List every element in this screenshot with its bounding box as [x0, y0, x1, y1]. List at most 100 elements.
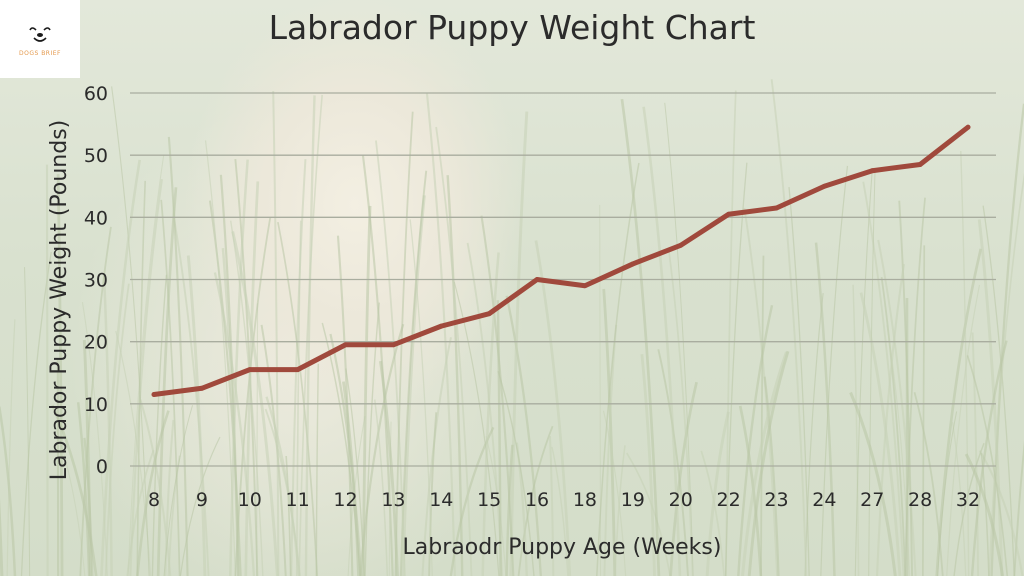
- grass-blade: [534, 240, 572, 576]
- x-axis-label: Labraodr Puppy Age (Weeks): [403, 535, 722, 560]
- grass-blade: [104, 283, 130, 576]
- logo-text: DOGS BRIEF: [18, 50, 61, 57]
- grass-blade: [379, 360, 399, 576]
- grass-blade: [724, 162, 748, 576]
- grass-blade: [336, 235, 354, 576]
- grass-blade: [24, 267, 31, 576]
- grass-blade: [705, 411, 730, 576]
- grass-blade: [136, 180, 146, 576]
- x-tick-label: 9: [196, 489, 208, 511]
- grass-blade: [156, 187, 178, 576]
- grass-blade: [725, 90, 737, 576]
- grass-blade: [868, 170, 876, 576]
- grass-blade: [277, 221, 319, 576]
- grass-blade: [548, 435, 555, 576]
- grass-blade: [485, 436, 507, 576]
- chart-title: Labrador Puppy Weight Chart: [269, 8, 756, 47]
- grass-blade: [388, 421, 392, 576]
- x-tick-label: 8: [148, 489, 160, 511]
- grass-blade: [79, 226, 112, 576]
- brand-logo[interactable]: DOGS BRIEF: [0, 0, 80, 78]
- grass-blade: [978, 450, 1024, 576]
- grass-blade: [213, 272, 256, 576]
- grass-blade: [361, 205, 372, 576]
- grass-blade: [260, 324, 287, 576]
- grass-blade: [898, 200, 914, 576]
- grass-blade: [129, 179, 163, 576]
- grass-blade: [551, 446, 569, 576]
- grass-blade: [315, 363, 319, 576]
- grass-blade: [234, 159, 259, 576]
- grass-blade: [295, 220, 302, 576]
- grass-blade: [364, 302, 380, 576]
- weight-series-line: [151, 124, 971, 398]
- x-tick-label: 10: [238, 489, 262, 511]
- x-axis-ticks: 8 9 10 11 12 13 14 15 16 18 19 20 22 23 24 27 28 32: [148, 489, 980, 511]
- grass-blade: [428, 412, 438, 576]
- grass-blade: [453, 281, 500, 576]
- x-tick-label: 22: [716, 489, 740, 511]
- x-tick-label: 11: [286, 489, 310, 511]
- x-tick-label: 15: [477, 489, 501, 511]
- y-tick-label: 50: [84, 145, 108, 167]
- data-point: [199, 385, 205, 391]
- grass-blade: [596, 162, 640, 576]
- grass-blade: [497, 370, 535, 576]
- data-point: [726, 211, 731, 217]
- grass-blade: [743, 207, 779, 576]
- data-point: [821, 183, 827, 189]
- data-point: [774, 205, 779, 211]
- grass-blade: [951, 421, 967, 576]
- data-point: [965, 124, 971, 130]
- grass-blade: [913, 392, 944, 576]
- grass-blade: [804, 292, 824, 576]
- grass-blade: [102, 274, 113, 576]
- grass-blade: [496, 300, 502, 576]
- grass-blade: [747, 350, 790, 576]
- grass-blade: [880, 277, 907, 576]
- grass-blade: [642, 106, 682, 576]
- grass-blade: [1013, 440, 1024, 576]
- data-point: [630, 261, 636, 267]
- x-tick-label: 32: [956, 489, 980, 511]
- grass-blade: [626, 452, 671, 576]
- y-axis-ticks: 0 10 20 30 40 50 60: [84, 83, 108, 478]
- y-tick-label: 40: [84, 207, 108, 229]
- data-point: [486, 311, 492, 317]
- x-tick-label: 13: [381, 489, 405, 511]
- grass-blade: [664, 102, 694, 576]
- grass-blade: [852, 284, 860, 576]
- y-tick-label: 0: [96, 456, 108, 478]
- data-point: [343, 342, 348, 348]
- grass-blade: [820, 165, 849, 576]
- grass-blade: [229, 220, 264, 576]
- data-point: [391, 342, 396, 348]
- grass-blade: [56, 174, 64, 576]
- grass-blade: [614, 445, 626, 576]
- grass-blade: [81, 302, 108, 576]
- grass-blade: [953, 442, 985, 576]
- grass-blade: [394, 111, 414, 576]
- grass-blade: [740, 351, 788, 576]
- data-point: [917, 162, 923, 167]
- grass-blade: [435, 126, 473, 576]
- grass-blade: [669, 381, 698, 576]
- grass-blade: [966, 355, 1009, 576]
- x-tick-label: 14: [429, 489, 453, 511]
- data-point: [247, 367, 253, 373]
- grass-blade: [409, 219, 433, 576]
- grass-blade: [160, 199, 181, 576]
- grass-blade: [977, 219, 1004, 576]
- grass-blade: [862, 181, 905, 576]
- grass-blade: [111, 86, 150, 576]
- grass-blade: [935, 248, 983, 576]
- y-tick-label: 10: [84, 394, 108, 416]
- grass-blade: [342, 381, 360, 576]
- data-point: [151, 392, 157, 397]
- grass-blade: [375, 140, 406, 576]
- grass-blade: [738, 405, 763, 576]
- grass-blade: [620, 98, 661, 576]
- y-axis-label: Labrador Puppy Weight (Pounds): [47, 120, 72, 481]
